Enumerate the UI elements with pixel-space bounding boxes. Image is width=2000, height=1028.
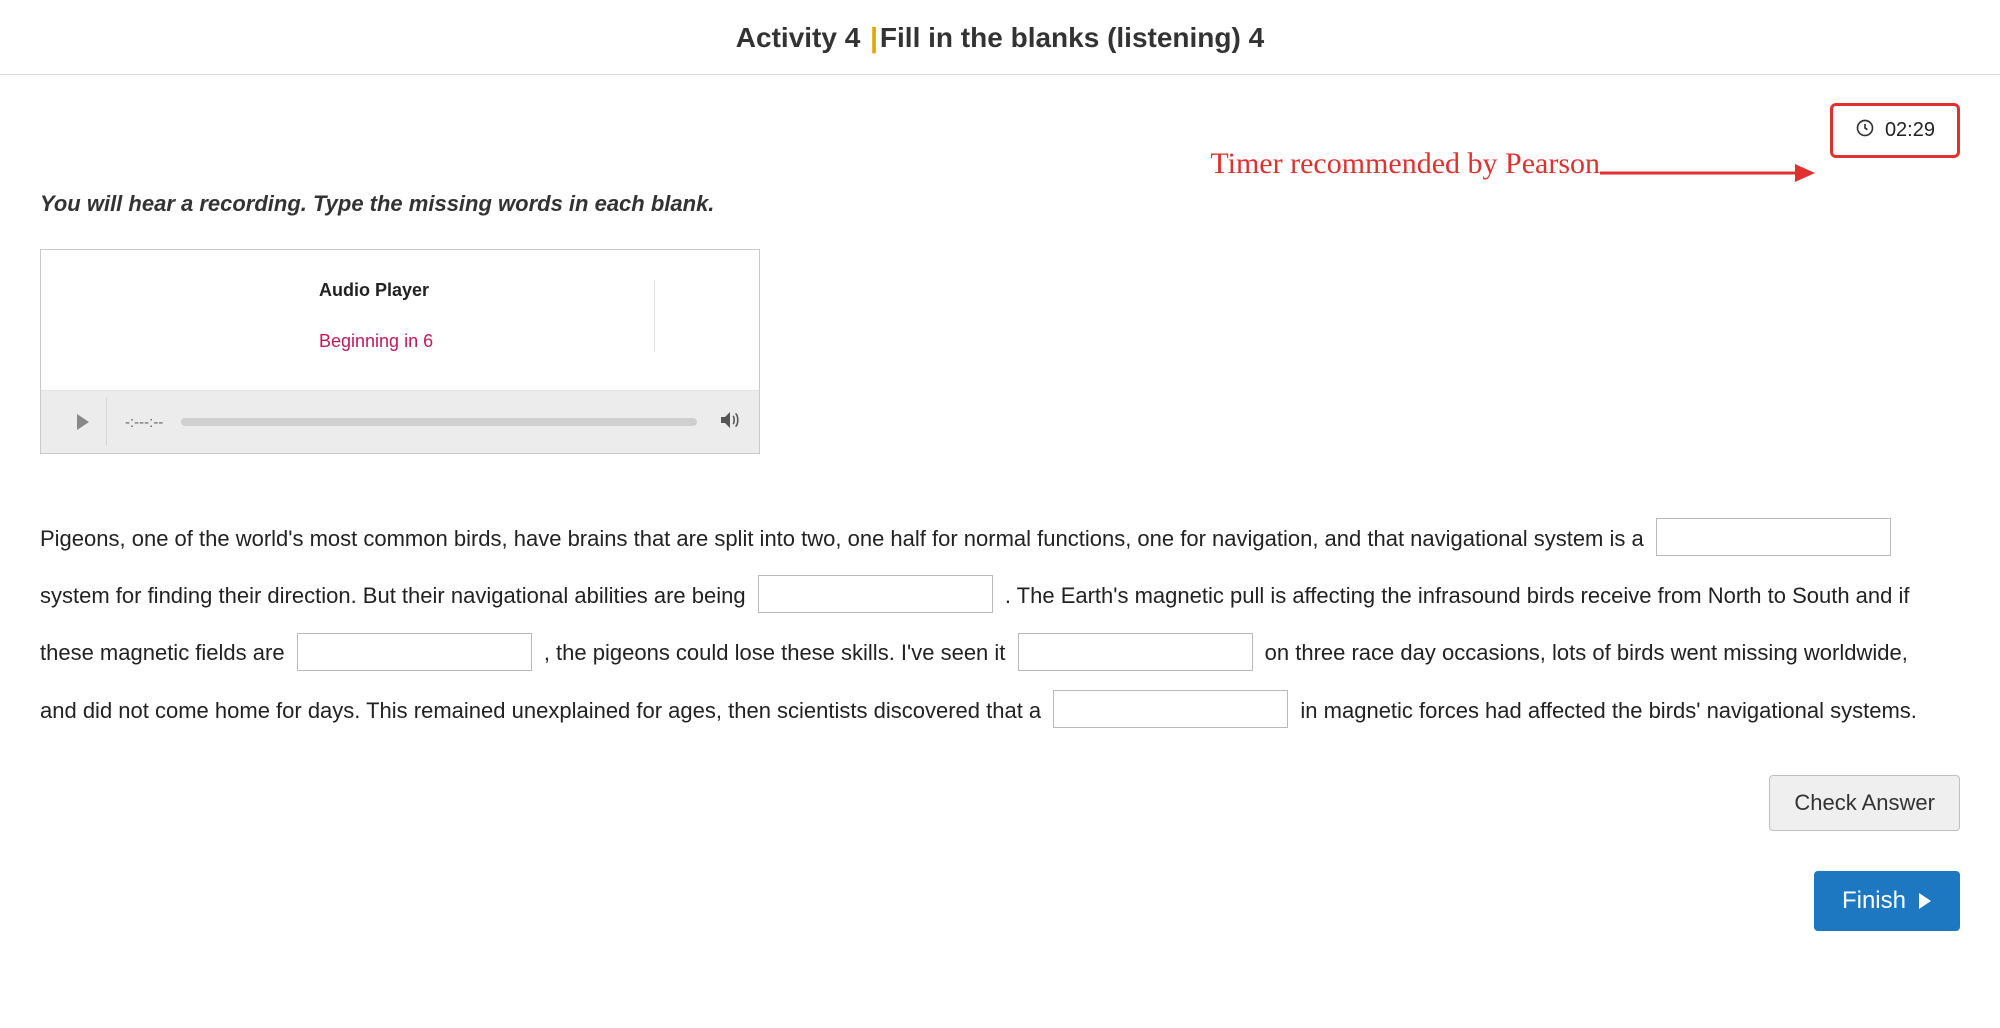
- audio-progress-track[interactable]: [181, 418, 697, 426]
- audio-controls: -:---:--: [41, 391, 759, 453]
- check-answer-button[interactable]: Check Answer: [1769, 775, 1960, 831]
- finish-button[interactable]: Finish: [1814, 871, 1960, 931]
- passage-segment: , the pigeons could lose these skills. I…: [544, 640, 1012, 665]
- blank-input-4[interactable]: [1018, 633, 1253, 671]
- instruction-text: You will hear a recording. Type the miss…: [40, 75, 1960, 217]
- play-button[interactable]: [59, 398, 107, 446]
- passage-segment: Pigeons, one of the world's most common …: [40, 526, 1650, 551]
- page-title: Activity 4 |Fill in the blanks (listenin…: [0, 22, 2000, 54]
- chevron-right-icon: [1918, 892, 1932, 910]
- timer-box: 02:29: [1830, 103, 1960, 158]
- activity-prefix: Activity 4: [736, 22, 868, 53]
- page-header: Activity 4 |Fill in the blanks (listenin…: [0, 0, 2000, 75]
- title-divider: |: [870, 22, 878, 53]
- annotation-arrow-icon: [1600, 153, 1815, 193]
- audio-time-display: -:---:--: [125, 414, 163, 431]
- audio-player-status: Beginning in 6: [319, 331, 624, 352]
- blank-input-2[interactable]: [758, 575, 993, 613]
- finish-button-label: Finish: [1842, 887, 1906, 915]
- blank-input-5[interactable]: [1053, 690, 1288, 728]
- annotation-label: Timer recommended by Pearson: [1210, 147, 1600, 181]
- play-icon: [75, 413, 91, 431]
- passage-segment: system for finding their direction. But …: [40, 583, 752, 608]
- volume-button[interactable]: [717, 408, 741, 437]
- timer-value: 02:29: [1885, 119, 1935, 142]
- passage-text: Pigeons, one of the world's most common …: [40, 510, 1920, 739]
- blank-input-3[interactable]: [297, 633, 532, 671]
- activity-title: Fill in the blanks (listening) 4: [880, 22, 1264, 53]
- blank-input-1[interactable]: [1656, 518, 1891, 556]
- clock-icon: [1855, 118, 1875, 143]
- volume-icon: [717, 408, 741, 432]
- audio-player: Audio Player Beginning in 6 -:---:--: [40, 249, 760, 454]
- audio-player-title: Audio Player: [319, 280, 624, 301]
- passage-segment: in magnetic forces had affected the bird…: [1300, 698, 1916, 723]
